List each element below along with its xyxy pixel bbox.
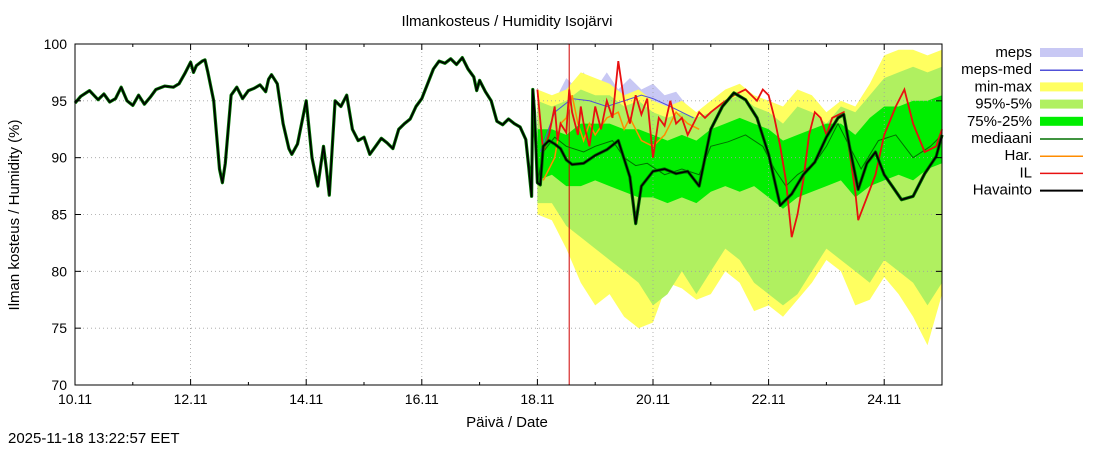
havainto-line: [74, 56, 943, 225]
legend-label-har: Har.: [1004, 147, 1032, 164]
axes: 70 75 80 85 90 95 100 10.11 12.11 14.11 16.11 18.11…: [44, 36, 943, 407]
x-axis-label: Päivä / Date: [466, 414, 548, 431]
legend-label-havainto: Havainto: [973, 182, 1032, 199]
y-axis-label: Ilman kosteus / Humidity (%): [6, 120, 23, 311]
grid-lines: [75, 44, 942, 385]
x-tick-label: 22.11: [752, 391, 786, 407]
x-tick-label: 18.11: [520, 391, 554, 407]
legend-label-mediaani: mediaani: [971, 130, 1032, 147]
chart-title: Ilmankosteus / Humidity Isojärvi: [402, 13, 613, 30]
legend: mepsmeps-medmin-max95%-5%75%-25%mediaani…: [961, 44, 1083, 199]
series-lines: [73, 44, 944, 385]
legend-swatch-meps: [1040, 48, 1083, 57]
x-tick-label: 14.11: [289, 391, 323, 407]
y-tick-label: 75: [51, 320, 67, 336]
x-tick-label: 20.11: [636, 391, 670, 407]
y-tick-label: 85: [51, 207, 67, 223]
legend-label-il: IL: [1019, 164, 1032, 181]
x-tick-label: 24.11: [867, 391, 901, 407]
y-tick-label: 95: [51, 93, 67, 109]
legend-swatch-p95_5: [1040, 99, 1083, 109]
timestamp: 2025-11-18 13:22:57 EET: [8, 430, 180, 447]
legend-label-meps: meps: [995, 44, 1032, 61]
y-tick-label: 90: [51, 150, 67, 166]
p75-25-band: [537, 95, 942, 209]
legend-label-p75_25: 75%-25%: [967, 113, 1032, 130]
mediaani-line: [536, 122, 943, 187]
ensemble-bands: [537, 49, 942, 346]
legend-label-minmax: min-max: [974, 78, 1032, 95]
il-line: [536, 60, 943, 238]
x-tick-label: 16.11: [405, 391, 439, 407]
y-tick-label: 100: [44, 36, 68, 52]
legend-label-meps_med: meps-med: [961, 61, 1032, 78]
x-tick-label: 12.11: [174, 391, 208, 407]
y-tick-label: 70: [51, 377, 67, 393]
legend-swatch-p75_25: [1040, 116, 1083, 126]
legend-label-p95_5: 95%-5%: [975, 96, 1032, 113]
legend-swatch-minmax: [1040, 82, 1083, 92]
x-tick-label: 10.11: [58, 391, 92, 407]
y-tick-label: 80: [51, 263, 67, 279]
